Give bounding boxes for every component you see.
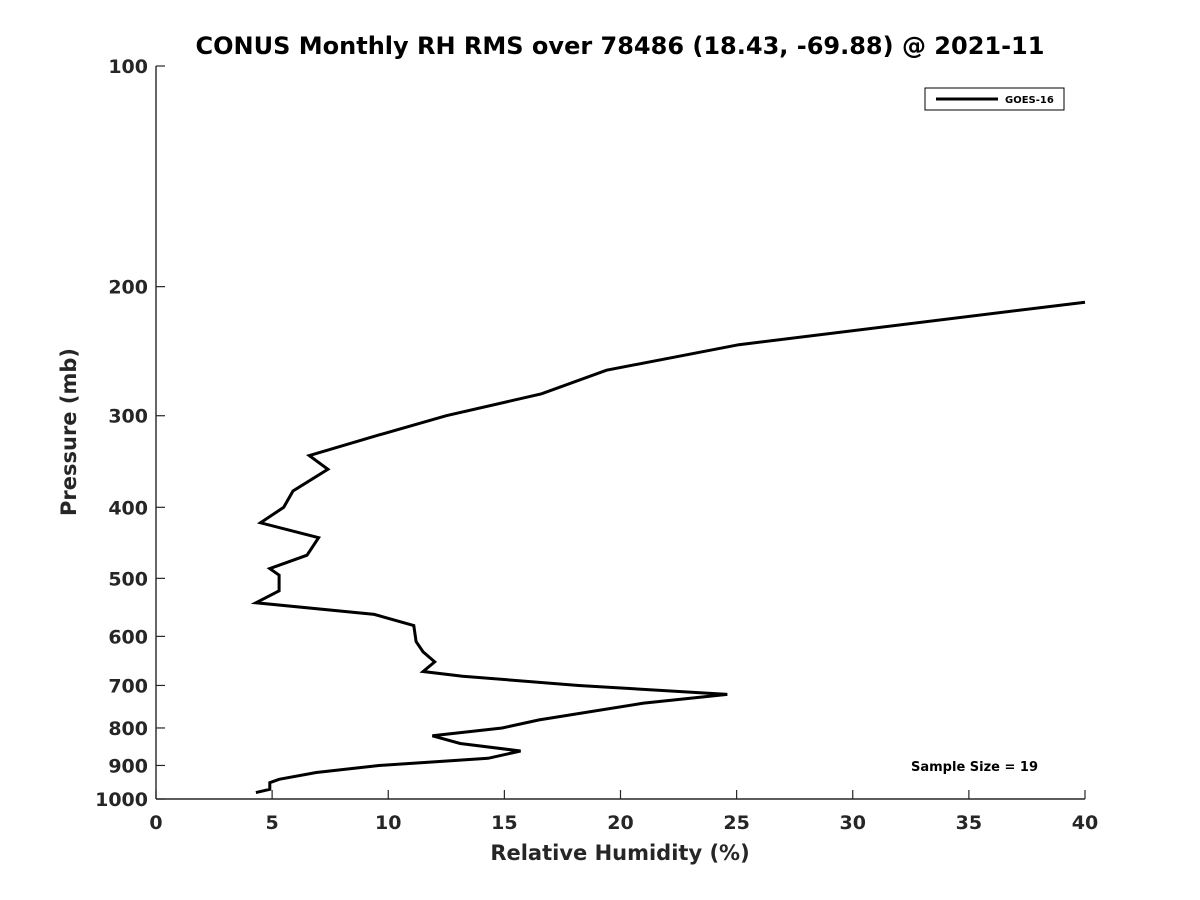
x-tick-label: 5 [266, 812, 279, 834]
y-tick-label: 900 [108, 755, 148, 777]
legend: GOES-16 [924, 87, 1065, 111]
x-axis-label: Relative Humidity (%) [490, 841, 749, 865]
goes-16-series-line [250, 300, 1086, 795]
legend-label-goes-16: GOES-16 [1005, 95, 1054, 106]
x-tick-label: 40 [1072, 812, 1098, 834]
y-axis-label: Pressure (mb) [57, 348, 81, 516]
x-tick-label: 10 [375, 812, 401, 834]
y-tick-label: 600 [108, 626, 148, 648]
chart-title: CONUS Monthly RH RMS over 78486 (18.43, … [196, 32, 1045, 60]
x-tick-label: 20 [607, 812, 633, 834]
x-tick-label: 0 [149, 812, 162, 834]
x-tick-label: 25 [723, 812, 749, 834]
y-tick-label: 1000 [95, 789, 148, 811]
y-tick-label: 800 [108, 718, 148, 740]
y-tick-label: 300 [108, 406, 148, 428]
y-tick-label: 500 [108, 568, 148, 590]
y-tick-label: 400 [108, 497, 148, 519]
x-ticks: 0 5 10 15 20 25 30 35 40 [149, 790, 1098, 834]
x-tick-label: 30 [840, 812, 866, 834]
y-tick-label: 100 [108, 56, 148, 78]
y-ticks: 100 200 300 400 500 600 700 800 900 1000 [95, 56, 165, 811]
y-tick-label: 700 [108, 675, 148, 697]
sample-size-annotation: Sample Size = 19 [911, 760, 1038, 775]
y-tick-label: 200 [108, 277, 148, 299]
x-tick-label: 35 [956, 812, 982, 834]
x-tick-label: 15 [491, 812, 517, 834]
